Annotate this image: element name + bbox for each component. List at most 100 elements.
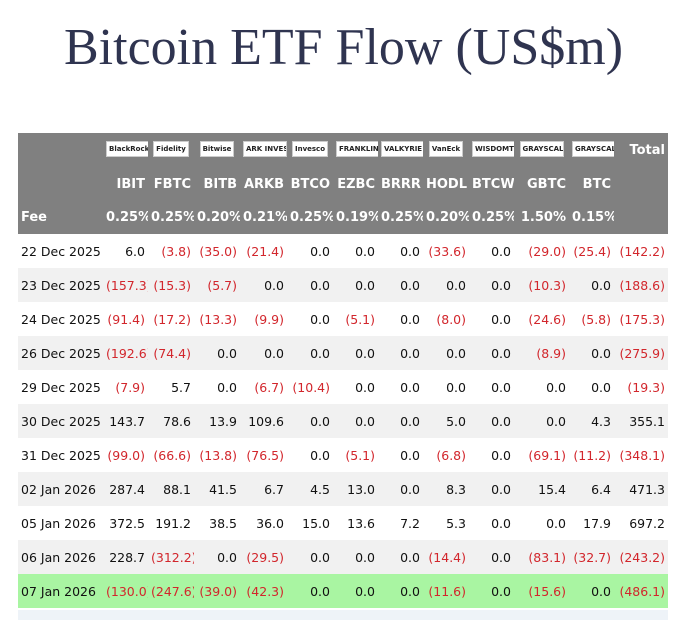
flow-value: 13.0 — [333, 472, 378, 506]
fee-label: Fee — [18, 201, 103, 234]
flow-value: (5.1) — [345, 311, 375, 327]
flow-value: (99.0) — [107, 447, 145, 463]
flow-value: 0.0 — [310, 311, 330, 327]
flow-value: 0.0 — [217, 379, 237, 395]
date: 26 Dec 2025 — [18, 336, 103, 370]
flow-value: 0.0 — [423, 268, 469, 302]
flow-value: (175.3) — [619, 311, 665, 327]
date: 29 Dec 2025 — [21, 379, 101, 395]
flow-value: 0.0 — [400, 379, 420, 395]
flow-value: (32.7) — [569, 540, 614, 574]
flow-value: (35.0) — [199, 243, 237, 259]
flow-value: 0.0 — [355, 379, 375, 395]
flow-value: (348.1) — [619, 447, 665, 463]
flow-value: (17.2) — [153, 311, 191, 327]
blank-cell — [614, 201, 668, 234]
date: 30 Dec 2025 — [18, 404, 103, 438]
logo-cell: Fidelity — [148, 133, 194, 168]
flow-value: (14.4) — [423, 540, 469, 574]
flow-value: 4.3 — [569, 404, 614, 438]
flow-value: 355.1 — [614, 404, 668, 438]
brand-logo: Bitwise — [199, 140, 235, 157]
flow-value: 0.0 — [400, 447, 420, 463]
flow-value: 0.0 — [491, 515, 511, 531]
data-row: 05 Jan 2026 372.5 191.2 38.5 36.0 15.0 13.6 7.2… — [18, 506, 668, 540]
flow-value: 0.0 — [569, 268, 614, 302]
flow-value: 697.2 — [629, 515, 665, 531]
flow-value: (486.1) — [614, 574, 668, 608]
data-row: 31 Dec 2025 (99.0) (66.6) (13.8) (76.5) 0.0 (5… — [18, 438, 668, 472]
logo-cell: Invesco — [287, 133, 333, 168]
flow-value: 0.0 — [446, 379, 466, 395]
brand-logo: BlackRock — [106, 140, 148, 157]
data-row: 22 Dec 2025 6.0 (3.8) (35.0) (21.4) 0.0 0.0 0.0… — [18, 234, 668, 268]
ticker-row: IBIT FBTC BITB ARKB BTCO EZBC BRRR HODL BTCW GBTC… — [18, 168, 668, 201]
flow-value: 372.5 — [109, 515, 145, 531]
flow-value: 0.0 — [194, 336, 240, 370]
flow-value: (192.6) — [103, 336, 148, 370]
blank-cell — [18, 133, 103, 168]
brand-logo: VALKYRIE — [381, 140, 423, 157]
flow-value: 228.7 — [103, 540, 148, 574]
fee: 0.25% — [103, 201, 148, 234]
flow-value: (21.4) — [246, 243, 284, 259]
flow-value: 0.0 — [378, 404, 423, 438]
flow-value: (5.1) — [345, 447, 375, 463]
flow-value: 0.0 — [569, 336, 614, 370]
ticker: BTCO — [287, 168, 333, 201]
flow-value: (24.6) — [528, 311, 566, 327]
flow-value: 0.0 — [287, 404, 333, 438]
flow-value: 109.6 — [240, 404, 287, 438]
flow-value: 0.0 — [333, 268, 378, 302]
blank-cell — [614, 168, 668, 201]
flow-value: 0.0 — [378, 472, 423, 506]
flow-value: (29.5) — [240, 540, 287, 574]
date: 24 Dec 2025 — [21, 311, 101, 327]
logo-cell: WISDOMTREE — [469, 133, 514, 168]
flow-value: 0.0 — [514, 404, 569, 438]
flow-value: 41.5 — [194, 472, 240, 506]
ticker: BTC — [569, 168, 614, 201]
flow-value: 0.0 — [491, 311, 511, 327]
logo-row: BlackRock Fidelity Bitwise ARK INVESTInvesc… — [18, 133, 668, 168]
data-row: 29 Dec 2025 (7.9) 5.7 0.0 (6.7) (10.4) 0.0 0.0 0… — [18, 370, 668, 404]
flow-value: 0.0 — [491, 379, 511, 395]
flow-value: 0.0 — [400, 311, 420, 327]
flow-value: 13.9 — [194, 404, 240, 438]
fee-row: Fee 0.25% 0.25% 0.20% 0.21% 0.25% 0.19% 0.25% 0.… — [18, 201, 668, 234]
brand-logo: GRAYSCALE — [572, 140, 614, 157]
flow-value: 0.0 — [546, 515, 566, 531]
flow-value: 0.0 — [469, 404, 514, 438]
flow-value: 0.0 — [333, 336, 378, 370]
fee: 0.19% — [333, 201, 378, 234]
flow-value: 8.3 — [423, 472, 469, 506]
flow-value: (8.9) — [514, 336, 569, 370]
flow-value: 0.0 — [333, 574, 378, 608]
flow-value: (76.5) — [246, 447, 284, 463]
logo-cell: FRANKLIN TEMPLETON — [333, 133, 378, 168]
flow-value: 0.0 — [469, 472, 514, 506]
flow-value: (13.3) — [199, 311, 237, 327]
flow-value: 5.7 — [171, 379, 191, 395]
date: 31 Dec 2025 — [21, 447, 101, 463]
flow-value: (42.3) — [240, 574, 287, 608]
flow-value: (3.8) — [161, 243, 191, 259]
ticker: BTCW — [469, 168, 514, 201]
data-row: 24 Dec 2025 (91.4) (17.2) (13.3) (9.9) 0.0 (5.… — [18, 302, 668, 336]
flow-value: 287.4 — [103, 472, 148, 506]
flow-value: 6.7 — [240, 472, 287, 506]
flow-value: 0.0 — [355, 243, 375, 259]
flow-value: 143.7 — [103, 404, 148, 438]
flow-value: 191.2 — [155, 515, 191, 531]
flow-value: 0.0 — [469, 540, 514, 574]
flow-value: 88.1 — [148, 472, 194, 506]
flow-value: 36.0 — [256, 515, 284, 531]
title: Bitcoin ETF Flow (US$m) — [63, 19, 624, 76]
date: 06 Jan 2026 — [18, 540, 103, 574]
ticker: EZBC — [333, 168, 378, 201]
logo-cell: VanEck — [423, 133, 469, 168]
flow-value: (312.2) — [148, 540, 194, 574]
flow-value: (15.6) — [514, 574, 569, 608]
flow-table: BlackRock Fidelity Bitwise ARK INVESTInvesc… — [18, 133, 668, 608]
